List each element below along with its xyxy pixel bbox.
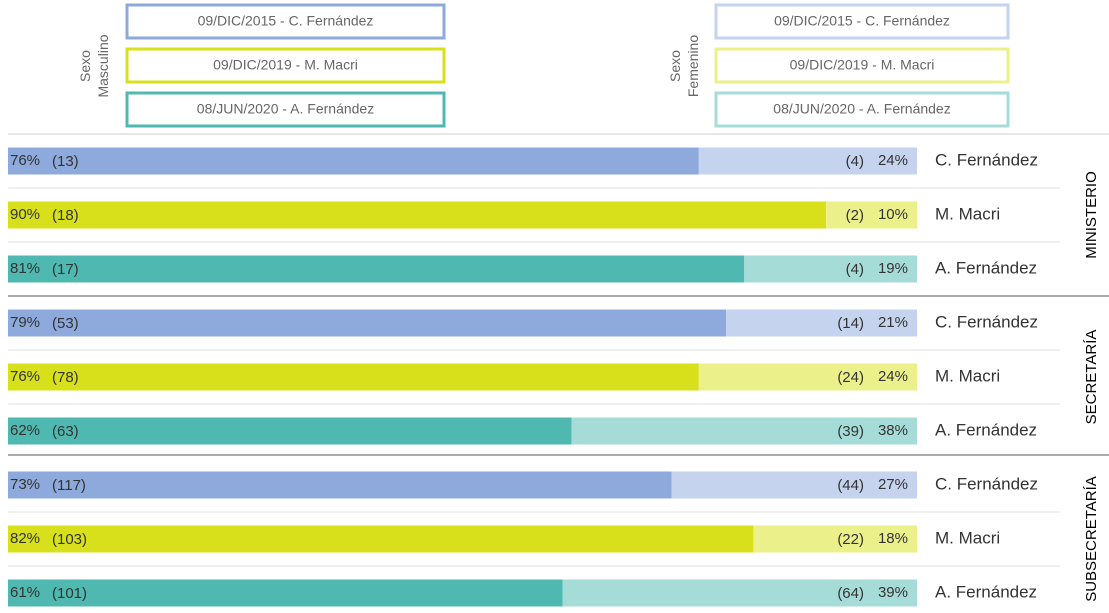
male-count: (53)	[52, 315, 79, 332]
male-pct: 81%	[10, 260, 40, 277]
male-count: (101)	[52, 585, 87, 602]
female-pct: 27%	[878, 476, 908, 493]
female-count: (22)	[837, 531, 864, 548]
bar-female	[698, 147, 917, 175]
group-label: SUBSECRETARÍA	[1083, 476, 1100, 602]
female-count: (4)	[846, 261, 864, 278]
bar-female	[671, 471, 917, 499]
bar-male	[8, 417, 572, 445]
row-label: C. Fernández	[935, 474, 1038, 493]
legend-label: 08/JUN/2020 - A. Fernández	[197, 101, 374, 117]
female-count: (24)	[837, 369, 864, 386]
legend-title-line: Masculino	[95, 34, 111, 97]
row-label: A. Fernández	[935, 582, 1037, 601]
bar-male	[8, 363, 699, 391]
male-count: (18)	[52, 207, 79, 224]
row-label: A. Fernández	[935, 420, 1037, 439]
female-pct: 24%	[878, 152, 908, 169]
female-pct: 39%	[878, 584, 908, 601]
male-count: (78)	[52, 369, 79, 386]
male-pct: 62%	[10, 422, 40, 439]
bar-male	[8, 525, 754, 553]
legend-box	[714, 47, 1010, 84]
female-count: (39)	[837, 423, 864, 440]
row-label: M. Macri	[935, 528, 1000, 547]
legend-box	[125, 47, 446, 84]
group-label: SECRETARÍA	[1083, 330, 1100, 425]
row-label: C. Fernández	[935, 150, 1038, 169]
legend-label: 09/DIC/2019 - M. Macri	[213, 57, 358, 73]
legend-title-line: Femenino	[685, 35, 701, 97]
bar-female	[562, 579, 917, 607]
row-label: M. Macri	[935, 204, 1000, 223]
female-pct: 18%	[878, 530, 908, 547]
row-label: A. Fernández	[935, 258, 1037, 277]
female-count: (64)	[837, 585, 864, 602]
legend-label: 09/DIC/2019 - M. Macri	[790, 57, 935, 73]
female-count: (14)	[837, 315, 864, 332]
male-count: (17)	[52, 261, 79, 278]
male-count: (117)	[52, 477, 86, 494]
bar-female	[753, 525, 917, 553]
female-pct: 38%	[878, 422, 908, 439]
bar-male	[8, 579, 563, 607]
male-pct: 76%	[10, 368, 40, 385]
legend-box	[714, 3, 1010, 40]
male-count: (103)	[52, 531, 87, 548]
bar-male	[8, 147, 699, 175]
female-count: (4)	[846, 153, 864, 170]
group-label: MINISTERIO	[1083, 171, 1100, 259]
legend-title: Sexo Femenino	[667, 35, 701, 97]
bar-male	[8, 471, 672, 499]
male-count: (63)	[52, 423, 79, 440]
legend-title-line: Sexo	[77, 50, 93, 82]
bar-female	[571, 417, 917, 445]
legend-title-line: Sexo	[667, 50, 683, 82]
legend-box	[125, 91, 446, 128]
bar-female	[744, 255, 917, 283]
legend-box	[125, 3, 446, 40]
female-pct: 10%	[878, 206, 908, 223]
row-label: C. Fernández	[935, 312, 1038, 331]
legend-label: 09/DIC/2015 - C. Fernández	[774, 13, 950, 29]
row-label: M. Macri	[935, 366, 1000, 385]
male-pct: 73%	[10, 476, 40, 493]
bar-female	[726, 309, 917, 337]
bar-male	[8, 309, 727, 337]
female-pct: 21%	[878, 314, 908, 331]
male-count: (13)	[52, 153, 79, 170]
female-count: (2)	[846, 207, 864, 224]
legend-title: Sexo Masculino	[77, 34, 111, 97]
bar-male	[8, 201, 827, 229]
bar-female	[826, 201, 917, 229]
female-count: (44)	[837, 477, 864, 494]
male-pct: 90%	[10, 206, 40, 223]
male-pct: 79%	[10, 314, 40, 331]
male-pct: 61%	[10, 584, 40, 601]
female-pct: 19%	[878, 260, 908, 277]
male-pct: 82%	[10, 530, 40, 547]
bar-male	[8, 255, 745, 283]
legend-label: 08/JUN/2020 - A. Fernández	[773, 101, 950, 117]
bar-female	[698, 363, 917, 391]
legend-box	[714, 91, 1010, 128]
male-pct: 76%	[10, 152, 40, 169]
female-pct: 24%	[878, 368, 908, 385]
legend-label: 09/DIC/2015 - C. Fernández	[198, 13, 374, 29]
